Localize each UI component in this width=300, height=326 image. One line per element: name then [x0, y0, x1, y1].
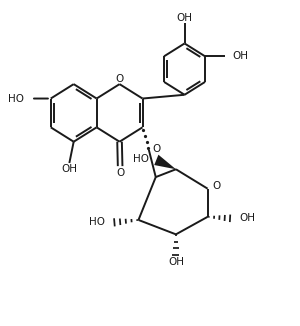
Text: HO: HO — [8, 94, 24, 104]
Text: HO: HO — [89, 217, 105, 227]
Text: OH: OH — [61, 164, 77, 174]
Text: O: O — [116, 168, 124, 178]
Text: OH: OH — [177, 13, 193, 23]
Text: O: O — [212, 181, 220, 190]
Text: HO: HO — [133, 154, 149, 164]
Text: O: O — [153, 144, 161, 154]
Polygon shape — [154, 155, 176, 169]
Text: OH: OH — [232, 51, 248, 61]
Text: OH: OH — [240, 214, 256, 223]
Text: O: O — [116, 73, 124, 83]
Text: OH: OH — [168, 257, 184, 267]
